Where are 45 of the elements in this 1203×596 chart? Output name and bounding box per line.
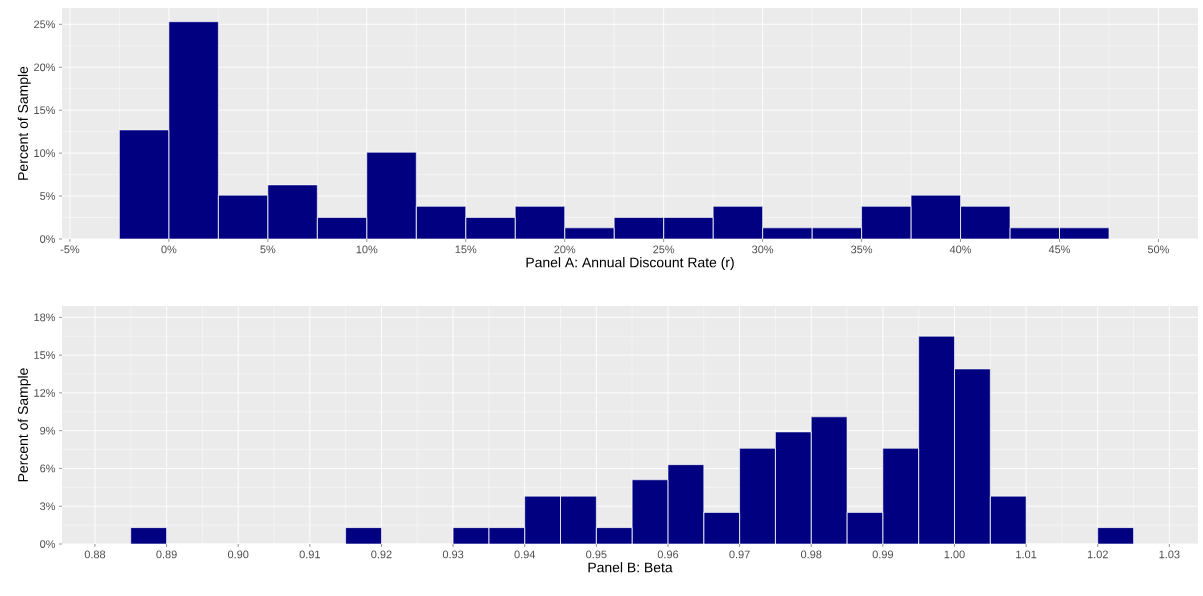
x-tick-label: 10%: [356, 245, 378, 254]
x-tick-label: 0.94: [514, 550, 536, 559]
x-tick-label: 1.02: [1087, 550, 1108, 559]
x-tick-label: 0.97: [729, 550, 750, 559]
x-tick-label: 5%: [260, 245, 276, 254]
y-tick-label: 5%: [40, 192, 56, 200]
x-tick-label: 0.93: [442, 550, 464, 559]
x-tick-label: 0.96: [657, 550, 679, 559]
x-tick-label: 0.91: [299, 550, 320, 559]
y-tick-label: 0%: [40, 235, 56, 243]
x-tick-label: 0.95: [586, 550, 607, 559]
x-axis-title: Panel A: Annual Discount Rate (r): [526, 257, 734, 271]
x-tick-label: 15%: [455, 245, 477, 254]
y-tick-label: 15%: [34, 351, 56, 359]
x-tick-label: 1.01: [1016, 550, 1037, 559]
x-tick-label: 1.03: [1159, 550, 1180, 559]
x-tick-label: 0.92: [371, 550, 392, 559]
x-tick-label: 1.00: [944, 550, 965, 559]
x-tick-label: 20%: [554, 245, 576, 254]
y-tick-label: 15%: [34, 106, 56, 115]
y-tick-label: 0%: [40, 540, 56, 548]
y-tick-label: 10%: [34, 149, 56, 157]
x-tick-label: 50%: [1147, 245, 1170, 254]
y-tick-label: 6%: [40, 464, 56, 473]
x-tick-label: -5%: [60, 245, 80, 254]
x-tick-label: 30%: [752, 245, 774, 254]
x-tick-label: 0.89: [156, 550, 177, 559]
x-tick-label: 45%: [1048, 245, 1071, 254]
x-tick-label: 0%: [161, 245, 177, 254]
y-axis-title: Percent of Sample: [17, 368, 31, 482]
x-tick-label: 0.88: [84, 550, 106, 559]
y-axis-title: Percent of Sample: [17, 66, 31, 180]
x-tick-label: 25%: [653, 245, 675, 254]
y-tick-label: 20%: [34, 63, 56, 72]
x-tick-label: 35%: [851, 245, 873, 254]
x-tick-label: 40%: [949, 245, 972, 254]
y-tick-label: 9%: [40, 426, 56, 435]
x-axis-title: Panel B: Beta: [588, 562, 673, 573]
y-tick-label: 25%: [34, 20, 56, 29]
y-tick-label: 18%: [34, 313, 56, 322]
x-tick-label: 0.99: [872, 550, 893, 559]
x-tick-label: 0.90: [227, 550, 249, 559]
y-tick-label: 12%: [34, 389, 56, 397]
x-tick-label: 0.98: [800, 550, 822, 559]
y-tick-label: 3%: [40, 502, 56, 511]
